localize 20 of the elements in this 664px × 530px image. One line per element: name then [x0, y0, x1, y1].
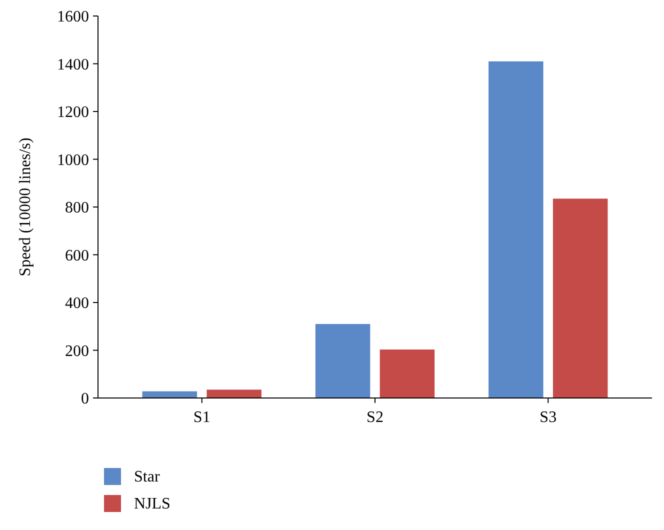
y-tick-label: 1200	[57, 104, 89, 122]
y-tick-label: 600	[65, 247, 89, 264]
x-tick-label: S2	[366, 409, 384, 426]
y-tick-label: 200	[65, 342, 89, 360]
y-axis-title: Speed (10000 lines/s)	[17, 138, 34, 276]
bar	[552, 198, 608, 398]
bar	[206, 390, 262, 398]
bar	[380, 350, 435, 398]
x-tick-label: S3	[540, 409, 557, 426]
y-tick-label: 1000	[57, 152, 89, 169]
legend-label: NJLS	[134, 496, 170, 513]
legend-label: Star	[134, 468, 160, 486]
bar	[315, 324, 370, 398]
y-tick-label: 1600	[57, 8, 89, 26]
y-tick-label: 0	[81, 390, 89, 408]
x-tick-label: S1	[193, 409, 210, 426]
bar	[488, 61, 544, 398]
y-tick-label: 400	[65, 295, 89, 312]
y-tick-label: 1400	[57, 56, 89, 74]
y-tick-label: 800	[65, 200, 89, 217]
